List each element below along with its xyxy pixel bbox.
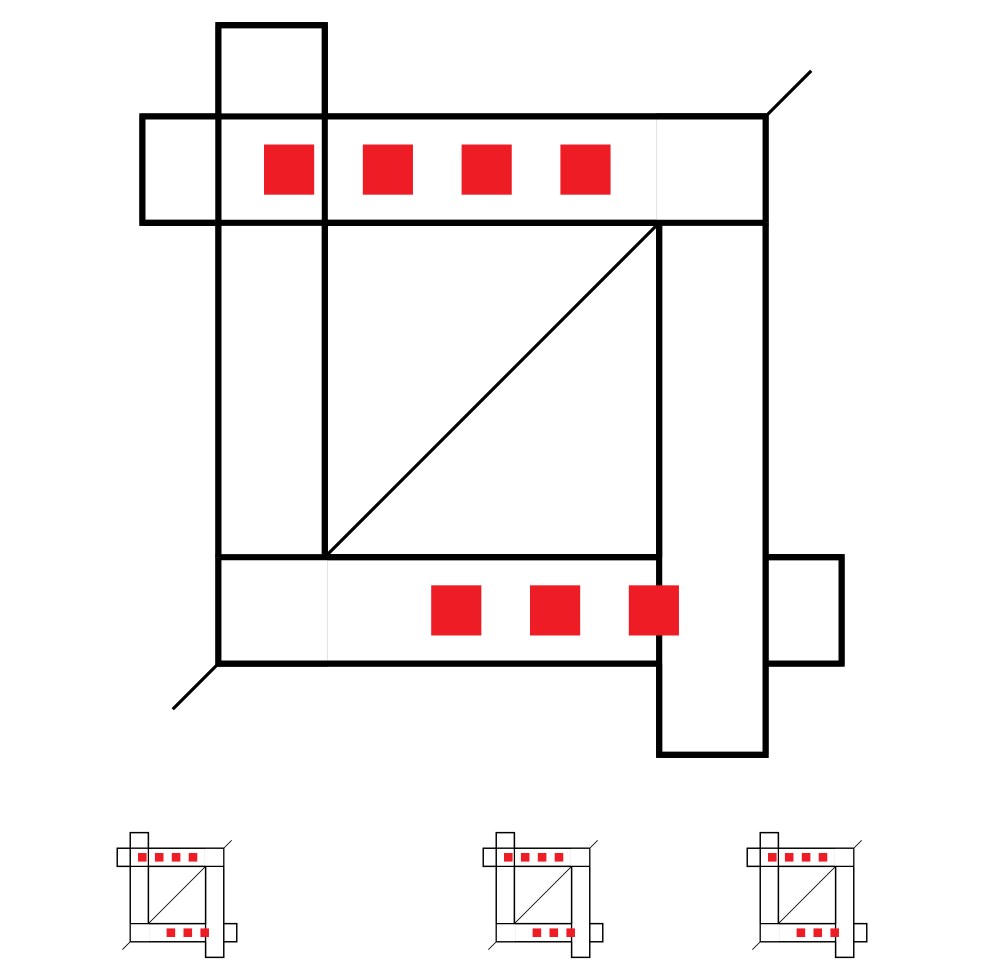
crop-icon-small	[742, 830, 872, 960]
icon-preview-canvas	[0, 0, 984, 980]
crop-icon-small	[478, 830, 608, 960]
crop-icon-small	[112, 830, 242, 960]
crop-icon-large	[112, 10, 872, 770]
